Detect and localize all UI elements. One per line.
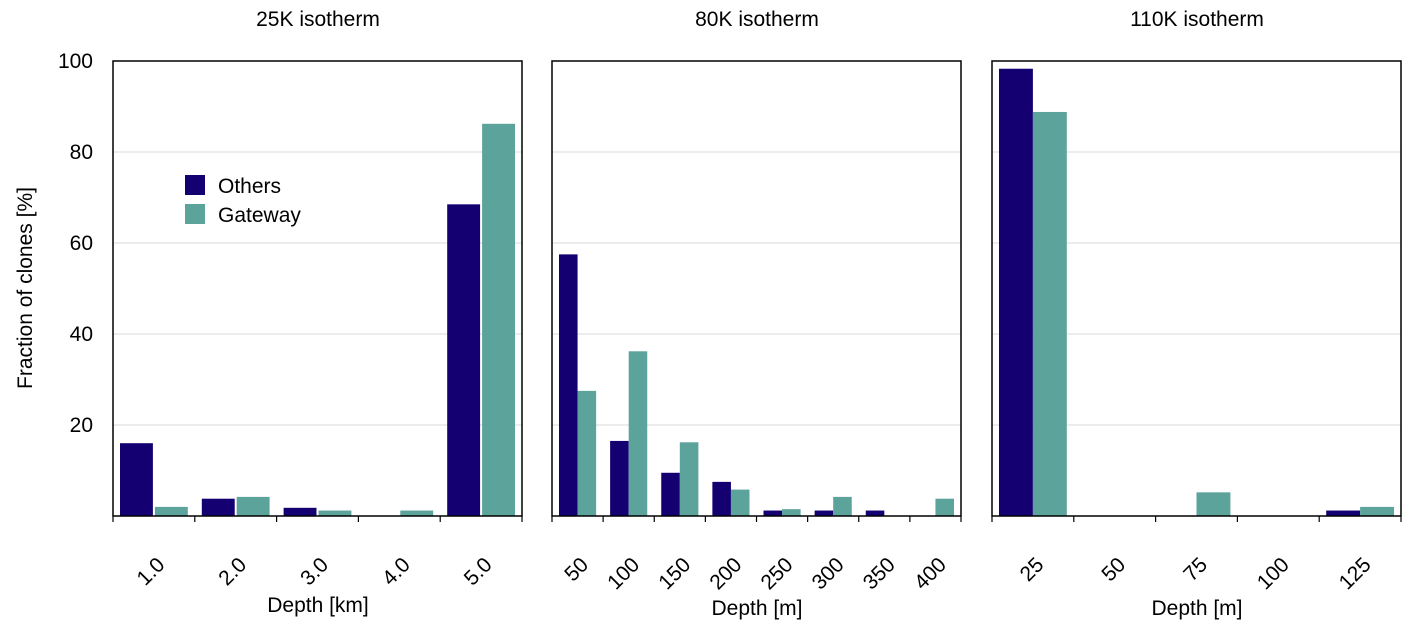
y-tick-label: 60 — [70, 232, 93, 255]
panel-80k: 80K isotherm Depth [m] 50 100 150 200 250 300… — [551, 8, 962, 620]
bar-gateway-25 — [1032, 111, 1067, 517]
panel-title: 110K isotherm — [1130, 8, 1264, 31]
bar-gateway-300 — [833, 496, 852, 516]
bar-others-1.0 — [120, 443, 153, 516]
x-tick-label: 125 — [1335, 553, 1376, 594]
panel-title: 80K isotherm — [695, 8, 819, 31]
x-tick-label: 1.0 — [133, 553, 170, 590]
x-tick-label: 150 — [654, 553, 695, 594]
legend-swatch-gateway — [185, 204, 205, 224]
panel-title: 25K isotherm — [256, 8, 380, 31]
bar-others-25 — [999, 68, 1033, 517]
legend: Others Gateway — [185, 175, 301, 227]
bar-others-2.0 — [201, 498, 235, 516]
x-tick-label: 300 — [808, 553, 849, 594]
y-tick-label: 20 — [70, 414, 93, 437]
bar-others-5.0 — [447, 204, 481, 516]
bar-gateway-250 — [782, 509, 801, 516]
bar-others-100 — [610, 440, 629, 516]
bar-gateway-50 — [577, 390, 597, 516]
x-tick-label: 5.0 — [460, 553, 497, 590]
bar-gateway-400 — [935, 498, 954, 516]
x-tick-label: 2.0 — [214, 553, 251, 590]
panel-25k: 25K isotherm Depth [km] 1.0 2.0 3.0 4.0 5.0 — [112, 8, 523, 617]
bar-gateway-150 — [679, 442, 699, 516]
bar-others-350 — [865, 510, 885, 516]
plot-frame — [112, 60, 523, 517]
panel-110k: 110K isotherm Depth [m] 25 50 75 100 125 — [991, 8, 1402, 620]
legend-label-gateway: Gateway — [218, 204, 301, 227]
bar-gateway-5.0 — [482, 123, 515, 516]
plot-frame — [991, 60, 1402, 517]
bar-gateway-4.0 — [400, 510, 434, 516]
bar-others-150 — [661, 472, 680, 516]
x-tick-label: 100 — [1253, 553, 1294, 594]
x-tick-label: 50 — [560, 553, 593, 586]
bar-gateway-3.0 — [318, 510, 352, 516]
y-tick-label: 100 — [58, 50, 93, 73]
bar-gateway-100 — [628, 351, 648, 516]
x-axis-label: Depth [m] — [1151, 597, 1242, 620]
x-tick-label: 25 — [1016, 553, 1049, 586]
bar-others-125 — [1326, 510, 1361, 516]
x-axis-label: Depth [m] — [711, 597, 802, 620]
bar-gateway-1.0 — [154, 506, 188, 516]
legend-swatch-others — [185, 175, 205, 195]
x-tick-label: 350 — [859, 553, 900, 594]
bar-others-250 — [763, 510, 783, 516]
bar-others-3.0 — [283, 507, 317, 516]
bar-gateway-75 — [1196, 492, 1231, 516]
y-axis-label: Fraction of clones [%] — [14, 187, 37, 389]
x-tick-label: 400 — [910, 553, 951, 594]
x-tick-label: 50 — [1097, 553, 1130, 586]
bar-gateway-2.0 — [236, 496, 270, 516]
x-tick-label: 4.0 — [378, 553, 415, 590]
bar-others-200 — [712, 481, 731, 516]
bar-gateway-200 — [730, 489, 750, 516]
x-tick-label: 100 — [603, 553, 644, 594]
y-tick-label: 80 — [70, 141, 93, 164]
legend-label-others: Others — [218, 175, 281, 198]
x-tick-label: 75 — [1179, 553, 1212, 586]
x-tick-label: 200 — [705, 553, 746, 594]
x-tick-label: 3.0 — [296, 553, 333, 590]
bar-gateway-125 — [1360, 506, 1394, 516]
bar-others-50 — [559, 254, 578, 516]
x-axis-label: Depth [km] — [267, 594, 369, 617]
y-tick-label: 40 — [70, 323, 93, 346]
bar-others-300 — [814, 510, 834, 516]
x-tick-label: 250 — [757, 553, 798, 594]
